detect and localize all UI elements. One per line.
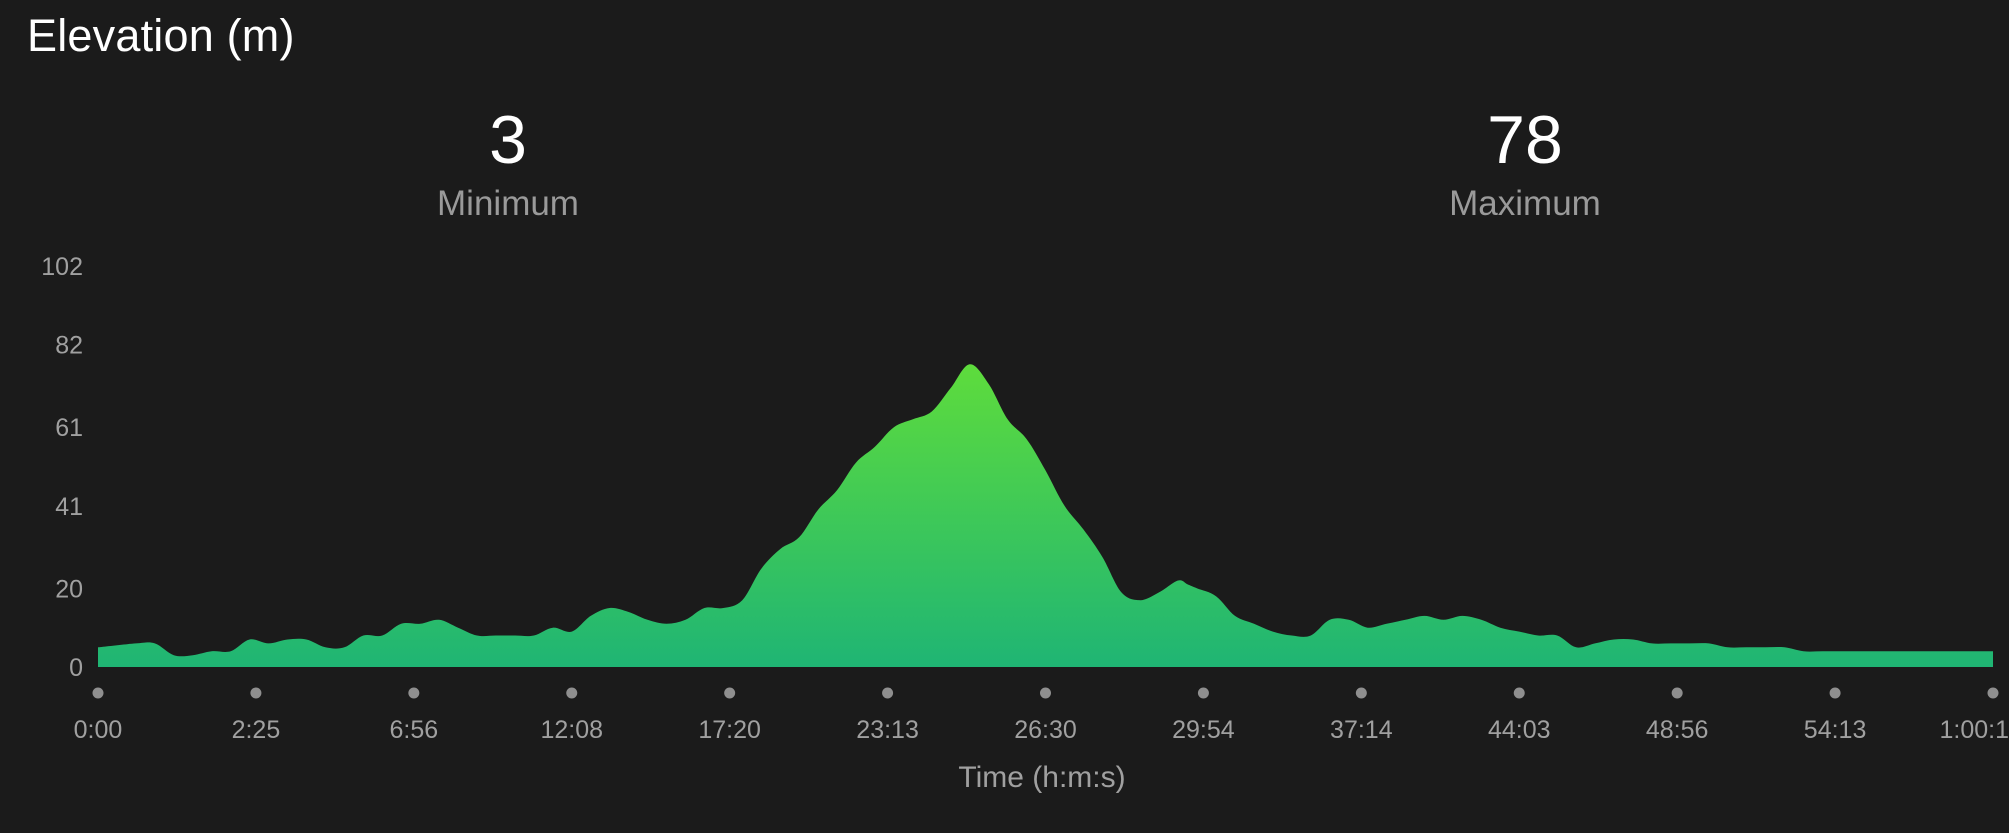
maximum-label: Maximum bbox=[1449, 184, 1601, 223]
x-tick-dot-9 bbox=[1513, 687, 1525, 699]
minimum-value: 3 bbox=[489, 102, 527, 178]
x-tick-dot-8 bbox=[1355, 687, 1367, 699]
minimum-stat: 3 Minimum bbox=[308, 100, 708, 226]
x-tick-dot-0 bbox=[92, 687, 104, 699]
x-tick-dot-5 bbox=[882, 687, 894, 699]
maximum-value: 78 bbox=[1487, 102, 1563, 178]
y-tick-label-2: 41 bbox=[55, 493, 83, 521]
y-tick-label-0: 0 bbox=[69, 654, 83, 682]
x-tick-dot-7 bbox=[1197, 687, 1209, 699]
x-tick-label-3: 12:08 bbox=[540, 716, 603, 744]
x-tick-dot-11 bbox=[1829, 687, 1841, 699]
x-tick-dot-6 bbox=[1040, 687, 1051, 699]
x-tick-label-2: 6:56 bbox=[389, 716, 438, 744]
x-tick-dot-1 bbox=[250, 687, 262, 699]
x-tick-label-10: 48:56 bbox=[1646, 716, 1709, 744]
y-tick-label-4: 82 bbox=[55, 332, 83, 360]
x-axis: 0:00 2:25 6:56 12:08 17:20 23:13 26:30 29:54 37:… bbox=[74, 687, 2009, 744]
y-tick-label-3: 61 bbox=[55, 414, 83, 442]
elevation-area-layer bbox=[98, 364, 1993, 667]
y-axis: 0 20 41 61 82 102 bbox=[41, 253, 83, 682]
x-tick-dot-10 bbox=[1671, 687, 1683, 699]
x-tick-label-12: 1:00:1 bbox=[1939, 716, 2009, 744]
x-tick-label-9: 44:03 bbox=[1488, 716, 1551, 744]
x-tick-label-8: 37:14 bbox=[1330, 716, 1393, 744]
x-tick-label-0: 0:00 bbox=[74, 716, 123, 744]
x-tick-label-11: 54:13 bbox=[1804, 716, 1867, 744]
x-tick-dot-12 bbox=[1987, 687, 1999, 699]
x-tick-label-7: 29:54 bbox=[1172, 716, 1235, 744]
elevation-area bbox=[98, 364, 1993, 667]
x-tick-dot-4 bbox=[724, 687, 736, 699]
y-tick-label-1: 20 bbox=[55, 575, 83, 603]
x-tick-label-4: 17:20 bbox=[698, 716, 761, 744]
x-axis-label: Time (h:m:s) bbox=[958, 761, 1125, 794]
x-tick-dot-3 bbox=[566, 687, 578, 699]
minimum-label: Minimum bbox=[437, 184, 579, 223]
x-tick-label-6: 26:30 bbox=[1014, 716, 1077, 744]
maximum-stat: 78 Maximum bbox=[1325, 100, 1725, 226]
x-tick-label-5: 23:13 bbox=[856, 716, 919, 744]
y-tick-label-5: 102 bbox=[41, 253, 83, 281]
x-tick-dot-2 bbox=[408, 687, 420, 699]
x-tick-label-1: 2:25 bbox=[232, 716, 281, 744]
chart-title: Elevation (m) bbox=[27, 10, 295, 61]
